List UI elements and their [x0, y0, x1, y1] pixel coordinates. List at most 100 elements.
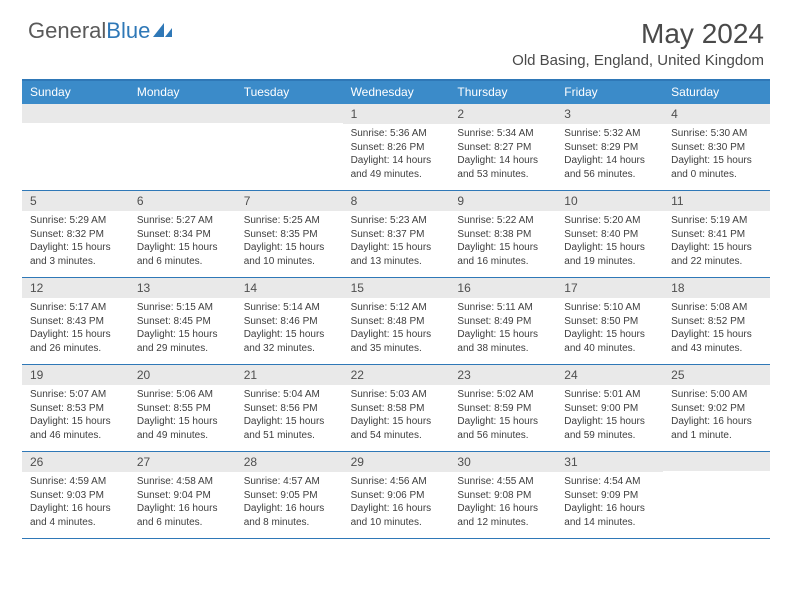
day-info: Sunrise: 4:57 AMSunset: 9:05 PMDaylight:…: [236, 472, 343, 533]
sunrise-text: Sunrise: 5:17 AM: [30, 301, 121, 315]
daylight-text: Daylight: 15 hours and 6 minutes.: [137, 241, 228, 268]
day-number: 30: [449, 452, 556, 472]
day-number: 26: [22, 452, 129, 472]
day-number: 3: [556, 104, 663, 124]
day-info: Sunrise: 5:08 AMSunset: 8:52 PMDaylight:…: [663, 298, 770, 359]
day-info: Sunrise: 5:04 AMSunset: 8:56 PMDaylight:…: [236, 385, 343, 446]
dow-label: Thursday: [449, 81, 556, 104]
calendar: SundayMondayTuesdayWednesdayThursdayFrid…: [22, 79, 770, 539]
dow-label: Friday: [556, 81, 663, 104]
sunrise-text: Sunrise: 5:25 AM: [244, 214, 335, 228]
daylight-text: Daylight: 14 hours and 53 minutes.: [457, 154, 548, 181]
day-info: Sunrise: 5:01 AMSunset: 9:00 PMDaylight:…: [556, 385, 663, 446]
day-number: 22: [343, 365, 450, 385]
calendar-cell: 28Sunrise: 4:57 AMSunset: 9:05 PMDayligh…: [236, 452, 343, 538]
sunrise-text: Sunrise: 5:32 AM: [564, 127, 655, 141]
sunset-text: Sunset: 8:55 PM: [137, 402, 228, 416]
sunset-text: Sunset: 8:40 PM: [564, 228, 655, 242]
calendar-cell: 30Sunrise: 4:55 AMSunset: 9:08 PMDayligh…: [449, 452, 556, 538]
sunrise-text: Sunrise: 5:04 AM: [244, 388, 335, 402]
calendar-cell: 11Sunrise: 5:19 AMSunset: 8:41 PMDayligh…: [663, 191, 770, 277]
sunrise-text: Sunrise: 5:22 AM: [457, 214, 548, 228]
day-number: [22, 104, 129, 123]
day-info: Sunrise: 5:23 AMSunset: 8:37 PMDaylight:…: [343, 211, 450, 272]
sunrise-text: Sunrise: 5:34 AM: [457, 127, 548, 141]
day-number: 15: [343, 278, 450, 298]
day-info: Sunrise: 5:25 AMSunset: 8:35 PMDaylight:…: [236, 211, 343, 272]
week-row: 26 Sunrise: 4:59 AMSunset: 9:03 PM Dayligh…: [22, 452, 770, 539]
calendar-cell: 22Sunrise: 5:03 AMSunset: 8:58 PMDayligh…: [343, 365, 450, 451]
sunrise-text: Sunrise: 5:10 AM: [564, 301, 655, 315]
sunset-text: Sunset: 9:00 PM: [564, 402, 655, 416]
calendar-cell: 8Sunrise: 5:23 AMSunset: 8:37 PMDaylight…: [343, 191, 450, 277]
day-info: Sunrise: 5:14 AMSunset: 8:46 PMDaylight:…: [236, 298, 343, 359]
day-number: 25: [663, 365, 770, 385]
calendar-cell: 25Sunrise: 5:00 AMSunset: 9:02 PMDayligh…: [663, 365, 770, 451]
sunrise-text: Sunrise: 4:57 AM: [244, 475, 335, 489]
sunset-text: Sunset: 8:26 PM: [351, 141, 442, 155]
day-info: Sunrise: 4:56 AMSunset: 9:06 PMDaylight:…: [343, 472, 450, 533]
logo-text-1: General: [28, 18, 106, 44]
sunrise-text: Sunrise: 5:03 AM: [351, 388, 442, 402]
daylight-text: Daylight: 16 hours and 8 minutes.: [244, 502, 335, 529]
sunset-text: Sunset: 8:53 PM: [30, 402, 121, 416]
calendar-cell: 13Sunrise: 5:15 AMSunset: 8:45 PMDayligh…: [129, 278, 236, 364]
calendar-cell: 5Sunrise: 5:29 AMSunset: 8:32 PMDaylight…: [22, 191, 129, 277]
sunrise-text: Sunrise: 5:07 AM: [30, 388, 121, 402]
week-row: 5Sunrise: 5:29 AMSunset: 8:32 PMDaylight…: [22, 191, 770, 278]
calendar-cell: 24Sunrise: 5:01 AMSunset: 9:00 PMDayligh…: [556, 365, 663, 451]
sunset-text: Sunset: 8:49 PM: [457, 315, 548, 329]
calendar-cell: 3Sunrise: 5:32 AMSunset: 8:29 PMDaylight…: [556, 104, 663, 190]
sunset-text: Sunset: 8:41 PM: [671, 228, 762, 242]
calendar-cell: 23Sunrise: 5:02 AMSunset: 8:59 PMDayligh…: [449, 365, 556, 451]
dow-label: Tuesday: [236, 81, 343, 104]
calendar-cell: 21Sunrise: 5:04 AMSunset: 8:56 PMDayligh…: [236, 365, 343, 451]
sunset-text: Sunset: 9:09 PM: [564, 489, 655, 503]
day-info: Sunrise: 5:06 AMSunset: 8:55 PMDaylight:…: [129, 385, 236, 446]
calendar-cell: [236, 104, 343, 190]
day-info: Sunrise: 5:15 AMSunset: 8:45 PMDaylight:…: [129, 298, 236, 359]
daylight-text: Daylight: 16 hours and 6 minutes.: [137, 502, 228, 529]
daylight-text: Daylight: 15 hours and 16 minutes.: [457, 241, 548, 268]
sunrise-text: Sunrise: 5:15 AM: [137, 301, 228, 315]
logo-sail-icon: [152, 22, 174, 40]
sunset-text: Sunset: 9:03 PM: [30, 489, 121, 503]
calendar-cell: [129, 104, 236, 190]
daylight-text: Daylight: 15 hours and 35 minutes.: [351, 328, 442, 355]
day-info: Sunrise: 5:36 AMSunset: 8:26 PMDaylight:…: [343, 124, 450, 185]
sunset-text: Sunset: 8:37 PM: [351, 228, 442, 242]
day-info: Sunrise: 5:12 AMSunset: 8:48 PMDaylight:…: [343, 298, 450, 359]
header: GeneralBlue May 2024 Old Basing, England…: [0, 0, 792, 73]
sunset-text: Sunset: 8:52 PM: [671, 315, 762, 329]
day-number: 29: [343, 452, 450, 472]
calendar-cell: 18Sunrise: 5:08 AMSunset: 8:52 PMDayligh…: [663, 278, 770, 364]
location: Old Basing, England, United Kingdom: [512, 52, 764, 69]
daylight-text: Daylight: 15 hours and 38 minutes.: [457, 328, 548, 355]
sunset-text: Sunset: 8:29 PM: [564, 141, 655, 155]
day-number: 10: [556, 191, 663, 211]
day-info: [22, 123, 129, 130]
sunset-text: Sunset: 8:34 PM: [137, 228, 228, 242]
day-number: 4: [663, 104, 770, 124]
sunset-text: Sunset: 8:32 PM: [30, 228, 121, 242]
sunset-text: Sunset: 8:59 PM: [457, 402, 548, 416]
sunset-text: Sunset: 8:56 PM: [244, 402, 335, 416]
sunrise-text: Sunrise: 5:20 AM: [564, 214, 655, 228]
calendar-cell: 29Sunrise: 4:56 AMSunset: 9:06 PMDayligh…: [343, 452, 450, 538]
sunset-text: Sunset: 8:46 PM: [244, 315, 335, 329]
daylight-text: Daylight: 15 hours and 13 minutes.: [351, 241, 442, 268]
day-number: 6: [129, 191, 236, 211]
sunrise-text: Sunrise: 4:55 AM: [457, 475, 548, 489]
sunrise-text: Sunrise: 4:59 AM: [30, 475, 121, 489]
sunrise-text: Sunrise: 5:01 AM: [564, 388, 655, 402]
day-info: Sunrise: 5:10 AMSunset: 8:50 PMDaylight:…: [556, 298, 663, 359]
day-number: 21: [236, 365, 343, 385]
sunset-text: Sunset: 8:35 PM: [244, 228, 335, 242]
dow-label: Sunday: [22, 81, 129, 104]
day-number: 9: [449, 191, 556, 211]
sunrise-text: Sunrise: 5:23 AM: [351, 214, 442, 228]
calendar-cell: 16Sunrise: 5:11 AMSunset: 8:49 PMDayligh…: [449, 278, 556, 364]
sunset-text: Sunset: 8:45 PM: [137, 315, 228, 329]
day-number: 18: [663, 278, 770, 298]
day-number: 31: [556, 452, 663, 472]
